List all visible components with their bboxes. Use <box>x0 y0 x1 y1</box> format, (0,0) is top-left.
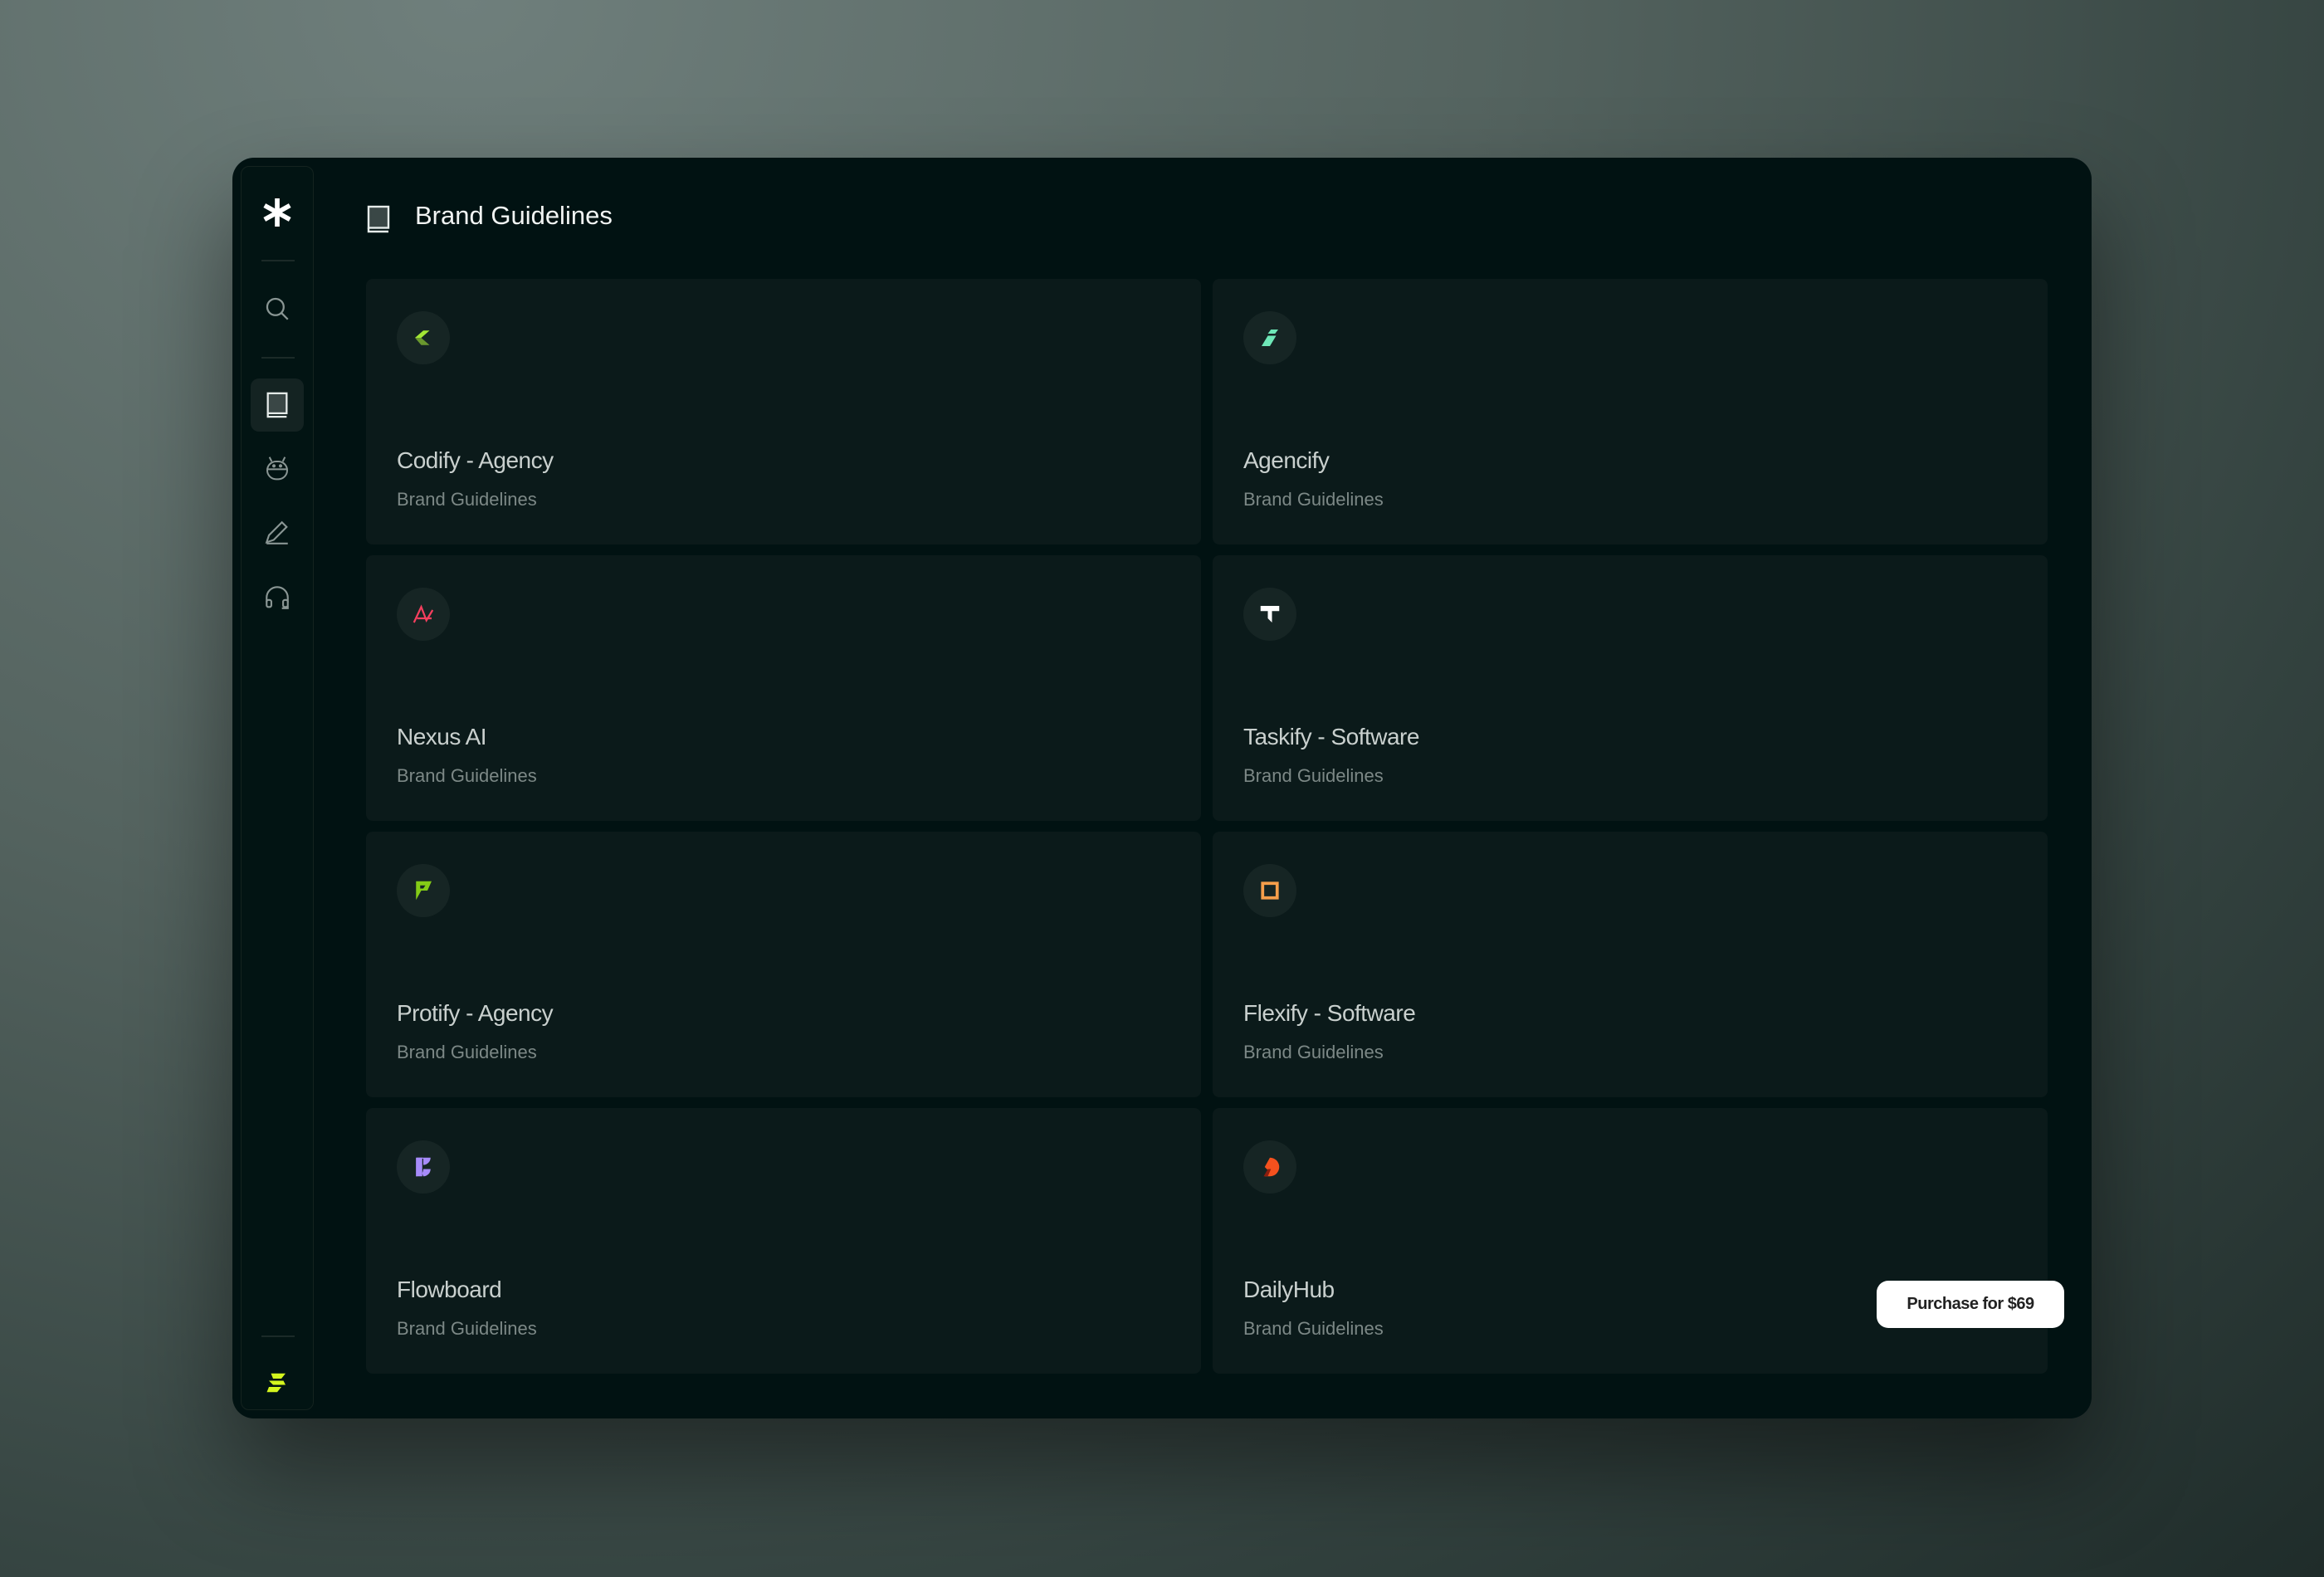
book-icon <box>266 392 288 418</box>
s-logo-icon[interactable] <box>251 1356 304 1409</box>
card-title: Flexify - Software <box>1243 1000 1416 1026</box>
purchase-button[interactable]: Purchase for $69 <box>1877 1281 2064 1328</box>
card-subtitle: Brand Guidelines <box>397 489 537 510</box>
card-title: Flowboard <box>397 1277 502 1302</box>
brand-logo-icon <box>397 864 450 917</box>
card-title: Nexus AI <box>397 724 487 749</box>
search-icon[interactable] <box>251 282 304 335</box>
card-title: DailyHub <box>1243 1277 1335 1302</box>
card-subtitle: Brand Guidelines <box>397 1318 537 1339</box>
brand-card[interactable]: Taskify - Software Brand Guidelines <box>1213 555 2048 821</box>
card-subtitle: Brand Guidelines <box>397 1042 537 1062</box>
sidebar-divider <box>261 357 295 359</box>
card-subtitle: Brand Guidelines <box>1243 489 1384 510</box>
brand-logo-icon <box>1243 311 1296 364</box>
asterisk-icon[interactable] <box>251 186 304 239</box>
card-title: Protify - Agency <box>397 1000 554 1026</box>
brand-card[interactable]: Protify - Agency Brand Guidelines <box>366 832 1201 1097</box>
card-subtitle: Brand Guidelines <box>397 765 537 786</box>
brand-logo-icon <box>1243 1140 1296 1194</box>
brand-logo-icon <box>397 588 450 641</box>
brand-card[interactable]: Agencify Brand Guidelines <box>1213 279 2048 544</box>
brand-logo-icon <box>397 1140 450 1194</box>
sidebar <box>241 166 314 1410</box>
headset-icon[interactable] <box>251 571 304 624</box>
brand-card[interactable]: Flexify - Software Brand Guidelines <box>1213 832 2048 1097</box>
card-title: Codify - Agency <box>397 447 554 473</box>
card-title: Agencify <box>1243 447 1330 473</box>
brand-card[interactable]: Nexus AI Brand Guidelines <box>366 555 1201 821</box>
brand-card[interactable]: DailyHub Brand Guidelines <box>1213 1108 2048 1374</box>
brand-card[interactable]: Codify - Agency Brand Guidelines <box>366 279 1201 544</box>
sidebar-item-brand-guidelines[interactable] <box>251 378 304 432</box>
app-window: Brand Guidelines Codify - Agency Brand G… <box>232 158 2092 1418</box>
brand-card[interactable]: Flowboard Brand Guidelines <box>366 1108 1201 1374</box>
card-subtitle: Brand Guidelines <box>1243 1042 1384 1062</box>
brand-logo-icon <box>1243 588 1296 641</box>
brand-logo-icon <box>1243 864 1296 917</box>
card-subtitle: Brand Guidelines <box>1243 765 1384 786</box>
robot-icon[interactable] <box>251 442 304 495</box>
book-icon <box>366 204 391 238</box>
brand-logo-icon <box>397 311 450 364</box>
card-title: Taskify - Software <box>1243 724 1419 749</box>
sidebar-divider <box>261 260 295 261</box>
card-subtitle: Brand Guidelines <box>1243 1318 1384 1339</box>
page-title: Brand Guidelines <box>415 201 613 230</box>
sidebar-divider <box>261 1335 295 1337</box>
pencil-icon[interactable] <box>251 506 304 559</box>
